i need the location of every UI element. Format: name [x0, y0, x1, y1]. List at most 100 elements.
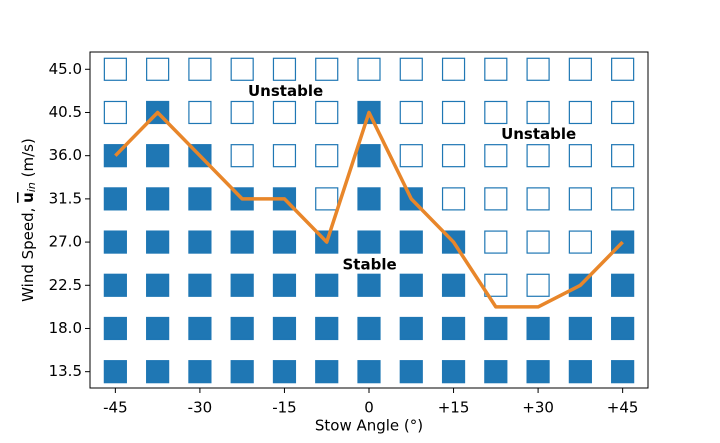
stable-marker	[357, 144, 381, 168]
x-tick-label: -15	[272, 399, 297, 417]
unstable-marker	[315, 187, 339, 211]
stable-marker	[188, 230, 212, 254]
x-tick-label: 0	[364, 399, 374, 417]
stable-marker	[568, 360, 592, 384]
stable-marker	[103, 316, 127, 341]
y-label-unit: (m/s)	[19, 138, 37, 182]
stable-marker	[146, 230, 170, 254]
unstable-marker	[272, 57, 297, 81]
unstable-marker	[272, 100, 297, 125]
unstable-marker	[568, 100, 592, 125]
unstable-marker	[315, 100, 339, 125]
stable-marker	[441, 360, 466, 384]
y-tick-label: 27.0	[49, 233, 82, 251]
stable-marker	[230, 273, 254, 297]
y-tick-label: 36.0	[49, 146, 82, 164]
unstable-marker	[230, 57, 254, 81]
unstable-marker	[568, 57, 592, 81]
stable-marker	[357, 230, 381, 254]
stable-marker	[357, 316, 381, 341]
stable-marker	[611, 273, 635, 297]
unstable-marker	[611, 100, 635, 125]
y-tick-label: 45.0	[49, 60, 82, 78]
stable-marker	[230, 360, 254, 384]
y-tick-label: 13.5	[49, 362, 82, 380]
unstable-marker	[526, 187, 550, 211]
unstable-marker	[526, 57, 550, 81]
unstable-marker	[484, 273, 508, 297]
unstable-marker	[399, 100, 423, 125]
stable-marker	[103, 273, 127, 297]
unstable-marker	[484, 230, 508, 254]
stable-marker	[146, 273, 170, 297]
x-tick-label: -30	[188, 399, 213, 417]
stable-marker	[526, 316, 550, 341]
stable-marker	[484, 316, 508, 341]
y-label-subscript: in	[25, 182, 38, 192]
unstable-marker	[230, 100, 254, 125]
stable-marker	[272, 230, 297, 254]
y-axis-label: Wind Speed, uin (m/s)	[19, 138, 39, 302]
stable-marker	[103, 230, 127, 254]
unstable-marker	[441, 144, 466, 168]
unstable-marker	[399, 57, 423, 81]
unstable-marker	[568, 230, 592, 254]
stable-marker	[188, 273, 212, 297]
stable-marker	[399, 273, 423, 297]
stable-marker	[272, 360, 297, 384]
stable-marker	[146, 187, 170, 211]
stable-marker	[484, 360, 508, 384]
stable-marker	[399, 316, 423, 341]
unstable-marker	[526, 100, 550, 125]
y-label-text: Wind Speed,	[19, 203, 37, 302]
stable-marker	[568, 316, 592, 341]
y-tick-label: 40.5	[49, 103, 82, 121]
unstable-marker	[441, 57, 466, 81]
stable-marker	[611, 316, 635, 341]
unstable-marker	[611, 57, 635, 81]
y-tick-label: 18.0	[49, 319, 82, 337]
stable-marker	[146, 360, 170, 384]
unstable-marker	[484, 100, 508, 125]
stable-marker	[230, 316, 254, 341]
unstable-marker	[441, 187, 466, 211]
stable-marker	[357, 360, 381, 384]
stable-marker	[188, 187, 212, 211]
y-label-symbol: u	[19, 192, 37, 203]
stable-marker	[272, 316, 297, 341]
unstable-marker	[272, 144, 297, 168]
stable-marker	[188, 360, 212, 384]
x-tick-label: +45	[607, 399, 639, 417]
stable-marker	[315, 316, 339, 341]
stable-marker	[146, 144, 170, 168]
unstable-marker	[484, 57, 508, 81]
y-tick-label: 31.5	[49, 189, 82, 207]
unstable-marker	[484, 187, 508, 211]
stability-boundary	[114, 110, 624, 309]
unstable-marker	[611, 187, 635, 211]
stable-marker	[103, 360, 127, 384]
unstable-marker	[441, 100, 466, 125]
stable-marker	[357, 187, 381, 211]
stable-marker	[399, 360, 423, 384]
stable-marker	[146, 316, 170, 341]
stable-marker	[103, 187, 127, 211]
unstable-marker	[315, 144, 339, 168]
x-tick-label: +30	[522, 399, 554, 417]
unstable-marker	[103, 100, 127, 125]
unstable-marker	[526, 144, 550, 168]
stable-marker	[188, 316, 212, 341]
x-tick-label: -45	[103, 399, 128, 417]
annotation: Unstable	[248, 82, 323, 100]
unstable-marker	[230, 144, 254, 168]
unstable-marker	[568, 144, 592, 168]
unstable-marker	[103, 57, 127, 81]
stable-marker	[272, 273, 297, 297]
x-tick-label: +15	[438, 399, 470, 417]
x-axis-label: Stow Angle (°)	[315, 417, 423, 435]
unstable-marker	[399, 144, 423, 168]
stable-marker	[399, 230, 423, 254]
stable-marker	[230, 230, 254, 254]
